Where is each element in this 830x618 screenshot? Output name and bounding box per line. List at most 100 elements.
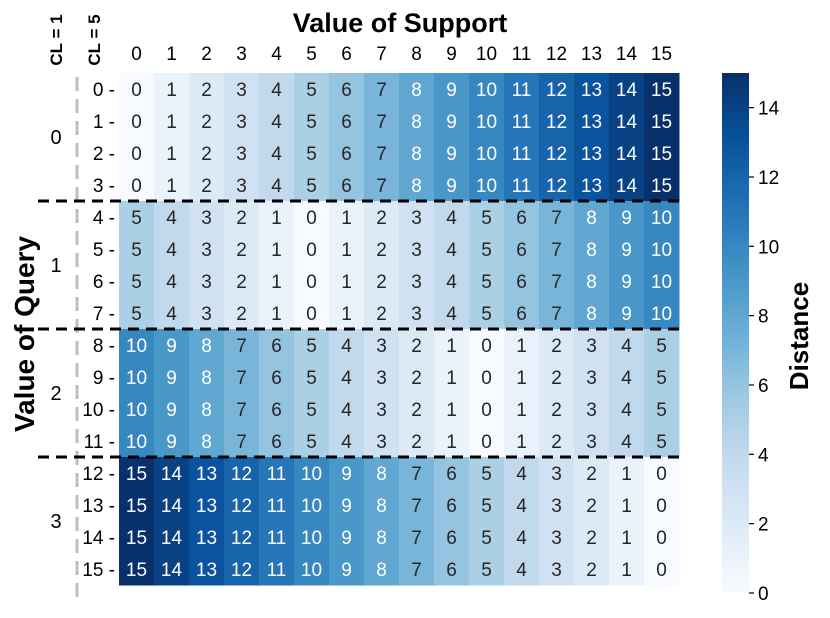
cell-value-label: 7: [411, 464, 422, 485]
heatmap-cell: [189, 361, 225, 394]
heatmap-cell: [399, 329, 435, 362]
heatmap-cell: [504, 105, 540, 138]
y-tick-label: 14 -: [82, 528, 115, 549]
heatmap-cell: [364, 73, 400, 106]
cell-value-label: 13: [196, 560, 217, 581]
cell-value-label: 14: [161, 464, 183, 485]
cell-value-label: 1: [516, 400, 527, 421]
cell-value-label: 1: [446, 368, 457, 389]
cell-value-label: 4: [341, 368, 352, 389]
x-tick-label: 1: [166, 44, 177, 65]
cell-value-label: 10: [476, 112, 497, 133]
heatmap-cell: [609, 393, 645, 426]
cell-value-label: 5: [656, 336, 667, 357]
heatmap-cell: [469, 361, 505, 394]
y-tick-label: 10 -: [82, 400, 115, 421]
heatmap-cell: [609, 425, 645, 458]
cell-value-label: 13: [581, 144, 602, 165]
heatmap-cell: [294, 137, 330, 170]
heatmap-cell: [294, 297, 330, 330]
colorbar-gradient: [722, 73, 749, 593]
heatmap-cell: [259, 329, 295, 362]
cell-value-label: 2: [236, 208, 247, 229]
cell-value-label: 10: [301, 496, 322, 517]
heatmap-cell: [539, 233, 575, 266]
heatmap-cell: [259, 265, 295, 298]
cell-value-label: 0: [131, 176, 142, 197]
cell-value-label: 8: [376, 496, 387, 517]
cell-value-label: 13: [581, 176, 602, 197]
cell-value-label: 7: [411, 528, 422, 549]
cell-value-label: 7: [551, 304, 562, 325]
heatmap-cell: [224, 201, 260, 234]
cell-value-label: 8: [201, 368, 212, 389]
heatmap-cell: [224, 361, 260, 394]
heatmap-cell: [329, 265, 365, 298]
x-tick-label: 6: [341, 44, 352, 65]
heatmap-cell: [259, 457, 295, 490]
cell-value-label: 8: [411, 144, 422, 165]
cell-value-label: 5: [306, 80, 317, 101]
cell-value-label: 3: [551, 496, 562, 517]
heatmap-cell: [539, 201, 575, 234]
heatmap-cell: [539, 169, 575, 202]
cell-value-label: 8: [586, 272, 597, 293]
heatmap-cell: [399, 393, 435, 426]
heatmap-cell: [609, 137, 645, 170]
heatmap-cell: [364, 137, 400, 170]
cell-value-label: 15: [651, 144, 672, 165]
cell-value-label: 12: [231, 528, 252, 549]
cell-value-label: 7: [376, 144, 387, 165]
heatmap-cell: [119, 425, 155, 458]
cell-value-label: 8: [376, 464, 387, 485]
cell-value-label: 13: [196, 528, 217, 549]
heatmap-cell: [259, 201, 295, 234]
heatmap-cell: [644, 521, 680, 554]
heatmap-cell: [399, 361, 435, 394]
cell-value-label: 11: [267, 496, 287, 517]
cell-value-label: 8: [376, 528, 387, 549]
cell-value-label: 6: [341, 80, 352, 101]
y-tick-label: 7 -: [93, 304, 115, 325]
cell-value-label: 2: [551, 368, 562, 389]
heatmap-cell: [469, 489, 505, 522]
group-label: 2: [50, 383, 61, 405]
cell-value-label: 8: [411, 80, 422, 101]
cell-value-label: 8: [411, 176, 422, 197]
heatmap-cell: [154, 201, 190, 234]
cell-value-label: 1: [166, 112, 177, 133]
heatmap-cell: [504, 489, 540, 522]
heatmap-cell: [364, 457, 400, 490]
heatmap-cell: [434, 393, 470, 426]
cell-value-label: 5: [481, 272, 492, 293]
cell-value-label: 11: [267, 560, 287, 581]
cell-value-label: 3: [201, 240, 212, 261]
cell-value-label: 1: [341, 272, 352, 293]
cell-value-label: 2: [376, 304, 387, 325]
heatmap-cell: [119, 329, 155, 362]
cell-value-label: 1: [271, 272, 282, 293]
heatmap-cell: [399, 553, 435, 586]
heatmap-cell: [434, 361, 470, 394]
x-tick-label: 11: [512, 44, 532, 65]
cell-value-label: 2: [551, 336, 562, 357]
heatmap-cell: [329, 137, 365, 170]
cell-value-label: 1: [621, 496, 632, 517]
cell-value-label: 2: [201, 112, 212, 133]
heatmap-cell: [644, 489, 680, 522]
cell-value-label: 10: [651, 208, 672, 229]
heatmap-cell: [469, 297, 505, 330]
heatmap-cell: [539, 105, 575, 138]
cell-value-label: 5: [481, 208, 492, 229]
heatmap-cell: [364, 521, 400, 554]
heatmap-cell: [399, 521, 435, 554]
heatmap-cell: [434, 233, 470, 266]
cell-value-label: 9: [621, 240, 632, 261]
cell-value-label: 5: [306, 336, 317, 357]
cell-value-label: 0: [131, 112, 142, 133]
heatmap-cell: [119, 297, 155, 330]
heatmap-cell: [329, 105, 365, 138]
x-tick-label: 2: [201, 44, 212, 65]
cell-value-label: 15: [126, 560, 147, 581]
